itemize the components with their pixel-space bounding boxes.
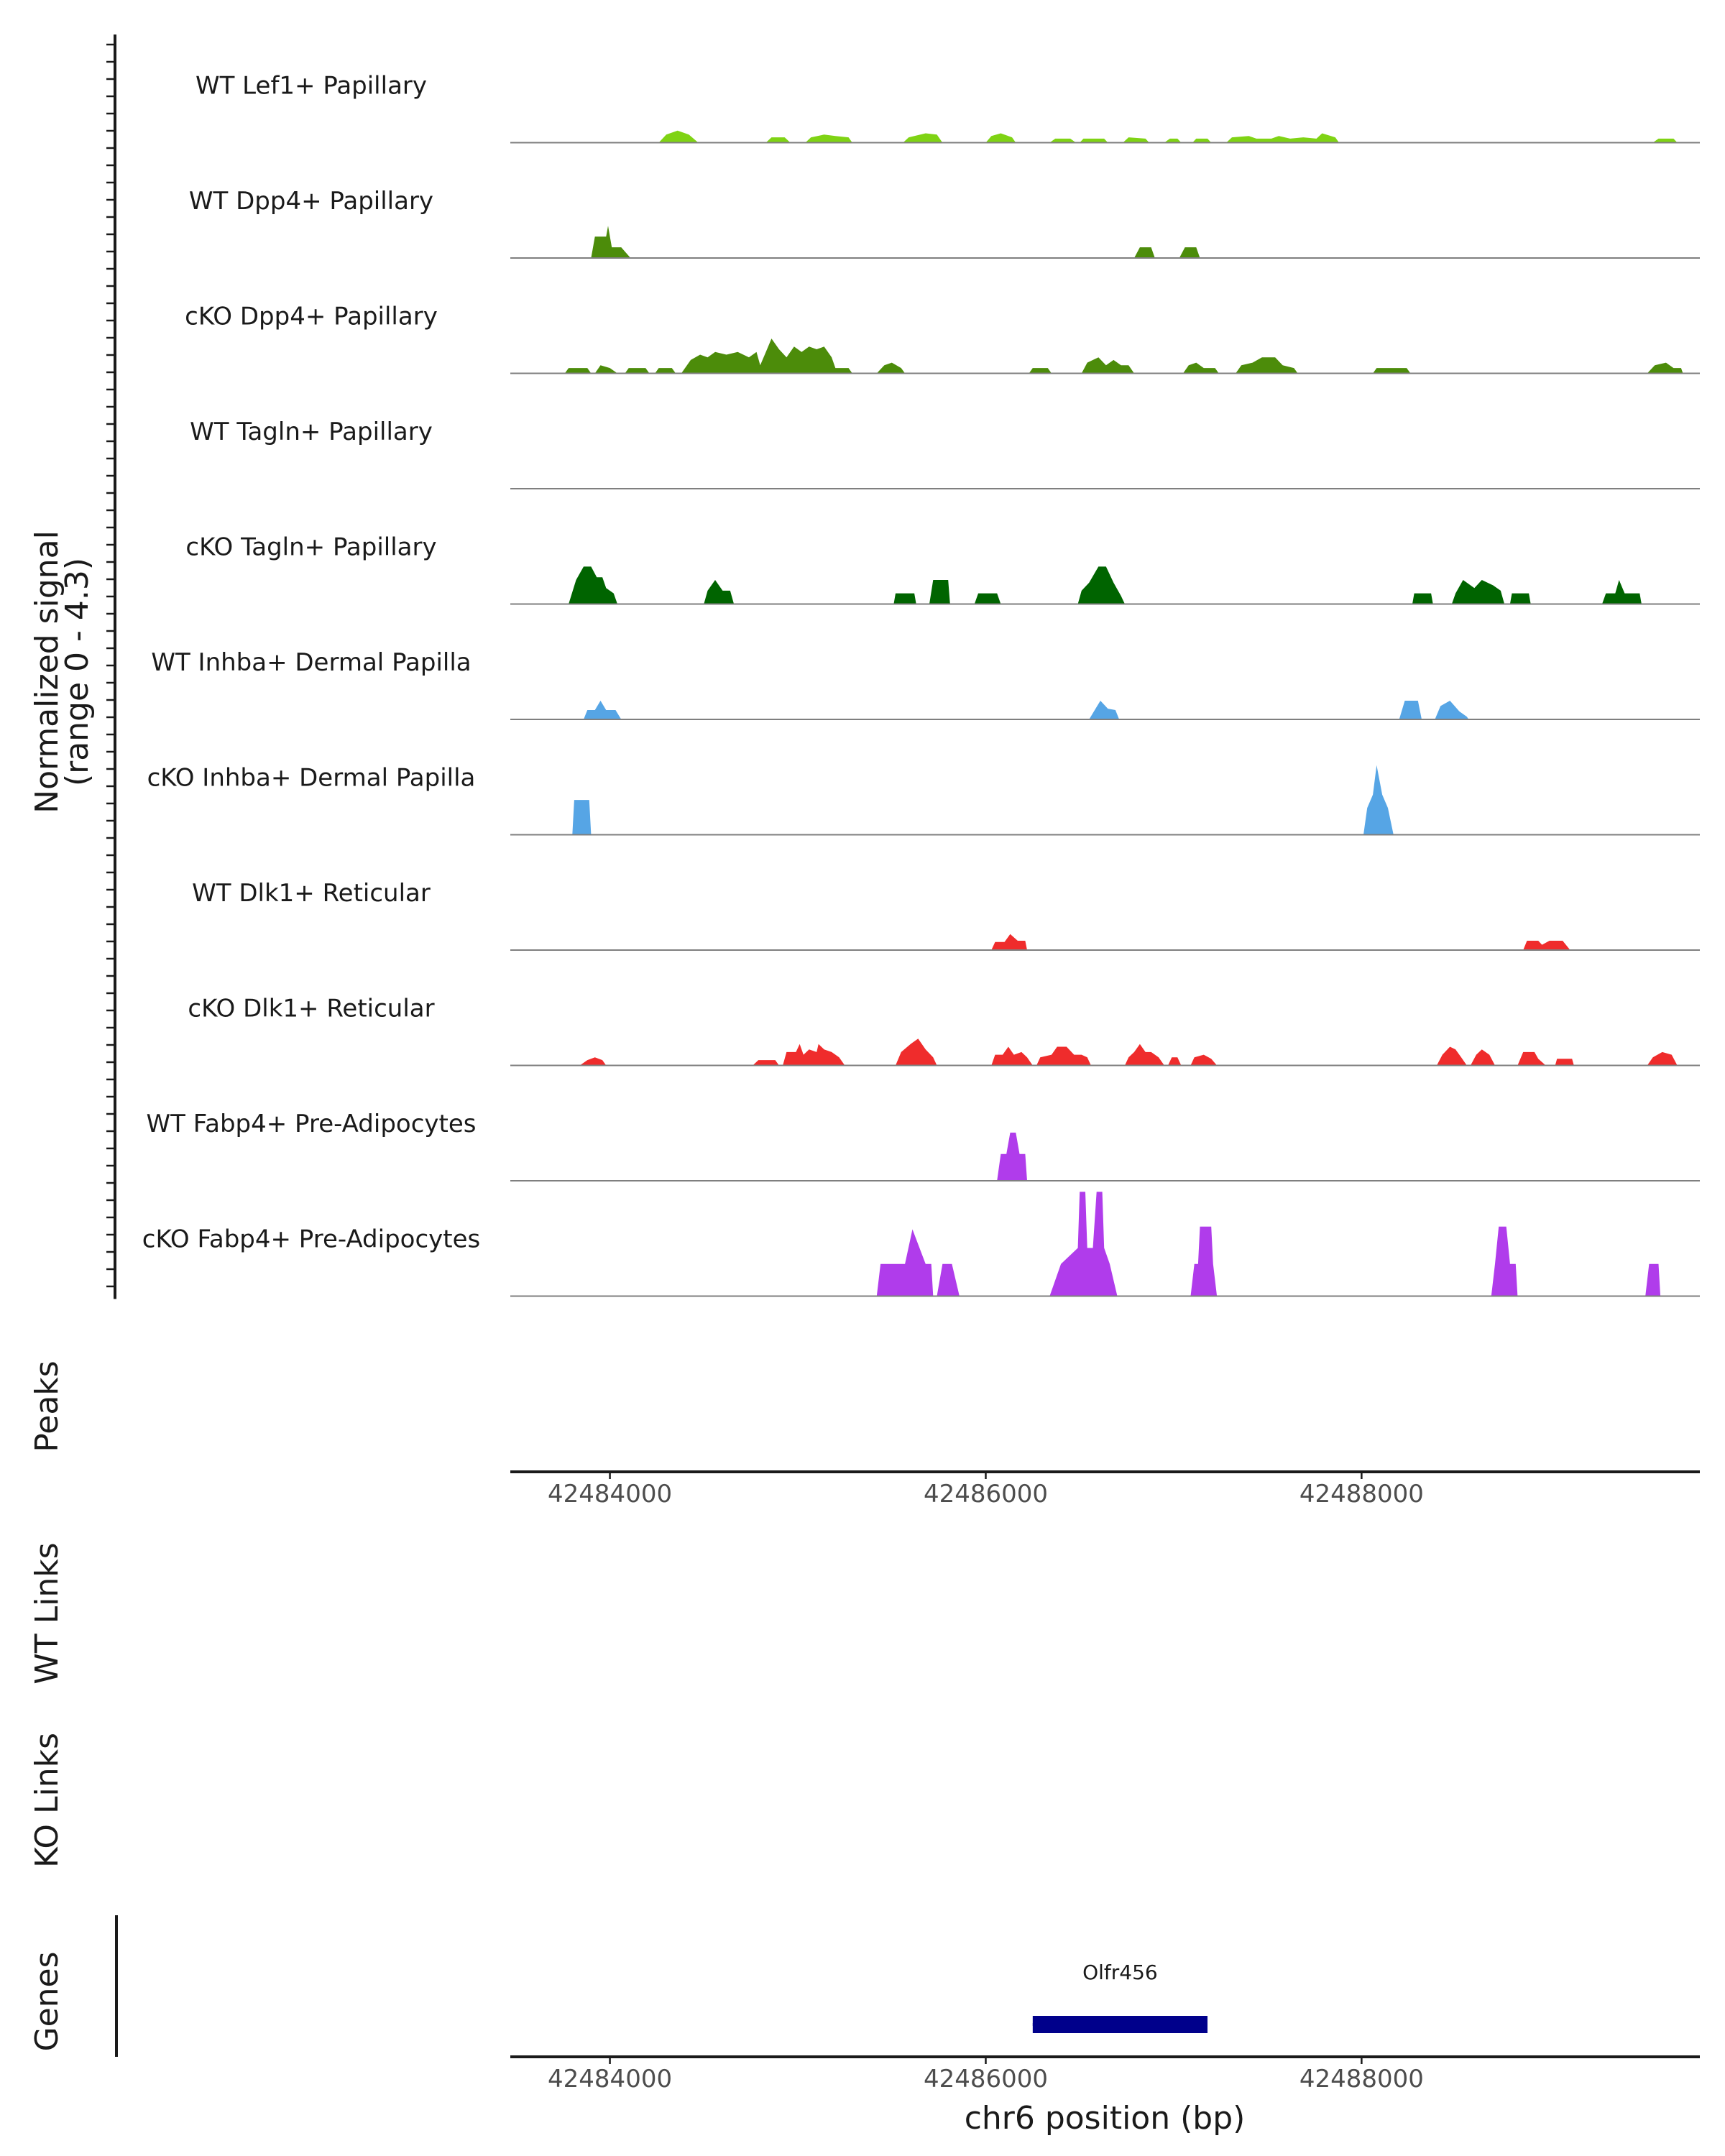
track-label: WT Dlk1+ Reticular: [192, 879, 431, 908]
track: WT Fabp4+ Pre-Adipocytes: [147, 1110, 1700, 1181]
track-signal-area: [997, 1133, 1027, 1181]
track: cKO Fabp4+ Pre-Adipocytes: [142, 1192, 1700, 1297]
track: WT Inhba+ Dermal Papilla: [151, 648, 1700, 720]
track-signal-area: [564, 338, 1683, 374]
track-signal-area: [572, 765, 1394, 835]
track-label: cKO Dpp4+ Papillary: [185, 303, 438, 331]
x-axis-tick-label: 42486000: [924, 2065, 1048, 2093]
track-signal-area: [579, 1038, 1678, 1066]
track-label: cKO Inhba+ Dermal Papilla: [147, 764, 476, 793]
signal-scale-bar: [106, 34, 116, 1299]
x-axis-tick-label: 42486000: [924, 1480, 1048, 1508]
wt-links-panel-title: WT Links: [29, 1542, 65, 1684]
genes-panel-title: Genes: [29, 1951, 65, 2051]
track-label: WT Inhba+ Dermal Papilla: [151, 648, 471, 677]
genes-x-axis: 42484000 42486000 42488000: [548, 2057, 1424, 2093]
x-axis-tick-label: 42488000: [1300, 2065, 1424, 2093]
track-label: cKO Dlk1+ Reticular: [188, 995, 434, 1023]
track: cKO Tagln+ Papillary: [185, 533, 1700, 605]
peaks-panel-title: Peaks: [29, 1360, 65, 1452]
track-label: WT Tagln+ Papillary: [190, 418, 433, 446]
track-label: WT Fabp4+ Pre-Adipocytes: [147, 1110, 477, 1138]
x-axis-tick-label: 42484000: [548, 1480, 672, 1508]
gene-annotations: Olfr456: [1032, 1961, 1208, 2033]
track: cKO Dlk1+ Reticular: [188, 995, 1700, 1067]
gene-label: Olfr456: [1082, 1961, 1158, 1984]
track-label: cKO Fabp4+ Pre-Adipocytes: [142, 1225, 481, 1254]
y-axis-title-line1: Normalized signal: [29, 530, 65, 814]
track: WT Lef1+ Papillary: [196, 72, 1700, 144]
track-signal-area: [584, 701, 1469, 719]
ko-links-panel-title: KO Links: [29, 1733, 65, 1868]
coverage-tracks: WT Lef1+ Papillary WT Dpp4+ Papillary cKO …: [142, 72, 1700, 1297]
track-label: WT Dpp4+ Papillary: [189, 187, 433, 216]
track-label: WT Lef1+ Papillary: [196, 72, 427, 101]
x-axis-tick-label: 42484000: [548, 2065, 672, 2093]
track: cKO Inhba+ Dermal Papilla: [147, 764, 1700, 836]
x-axis-tick-label: 42488000: [1300, 1480, 1424, 1508]
track: WT Tagln+ Papillary: [190, 418, 1700, 489]
track-signal-area: [876, 1192, 1661, 1296]
track-signal-area: [658, 130, 1678, 143]
track: WT Dlk1+ Reticular: [192, 879, 1700, 951]
y-axis-title-line2: (range 0 - 4.3): [59, 558, 96, 786]
x-axis-title: chr6 position (bp): [965, 2100, 1246, 2137]
track: WT Dpp4+ Papillary: [189, 187, 1700, 259]
track-signal-area: [591, 226, 1200, 258]
track: cKO Dpp4+ Papillary: [185, 303, 1700, 374]
track-label: cKO Tagln+ Papillary: [185, 533, 436, 562]
peaks-x-axis: 42484000 42486000 42488000: [548, 1472, 1424, 1508]
track-signal-area: [569, 566, 1642, 604]
track-signal-area: [991, 934, 1570, 950]
